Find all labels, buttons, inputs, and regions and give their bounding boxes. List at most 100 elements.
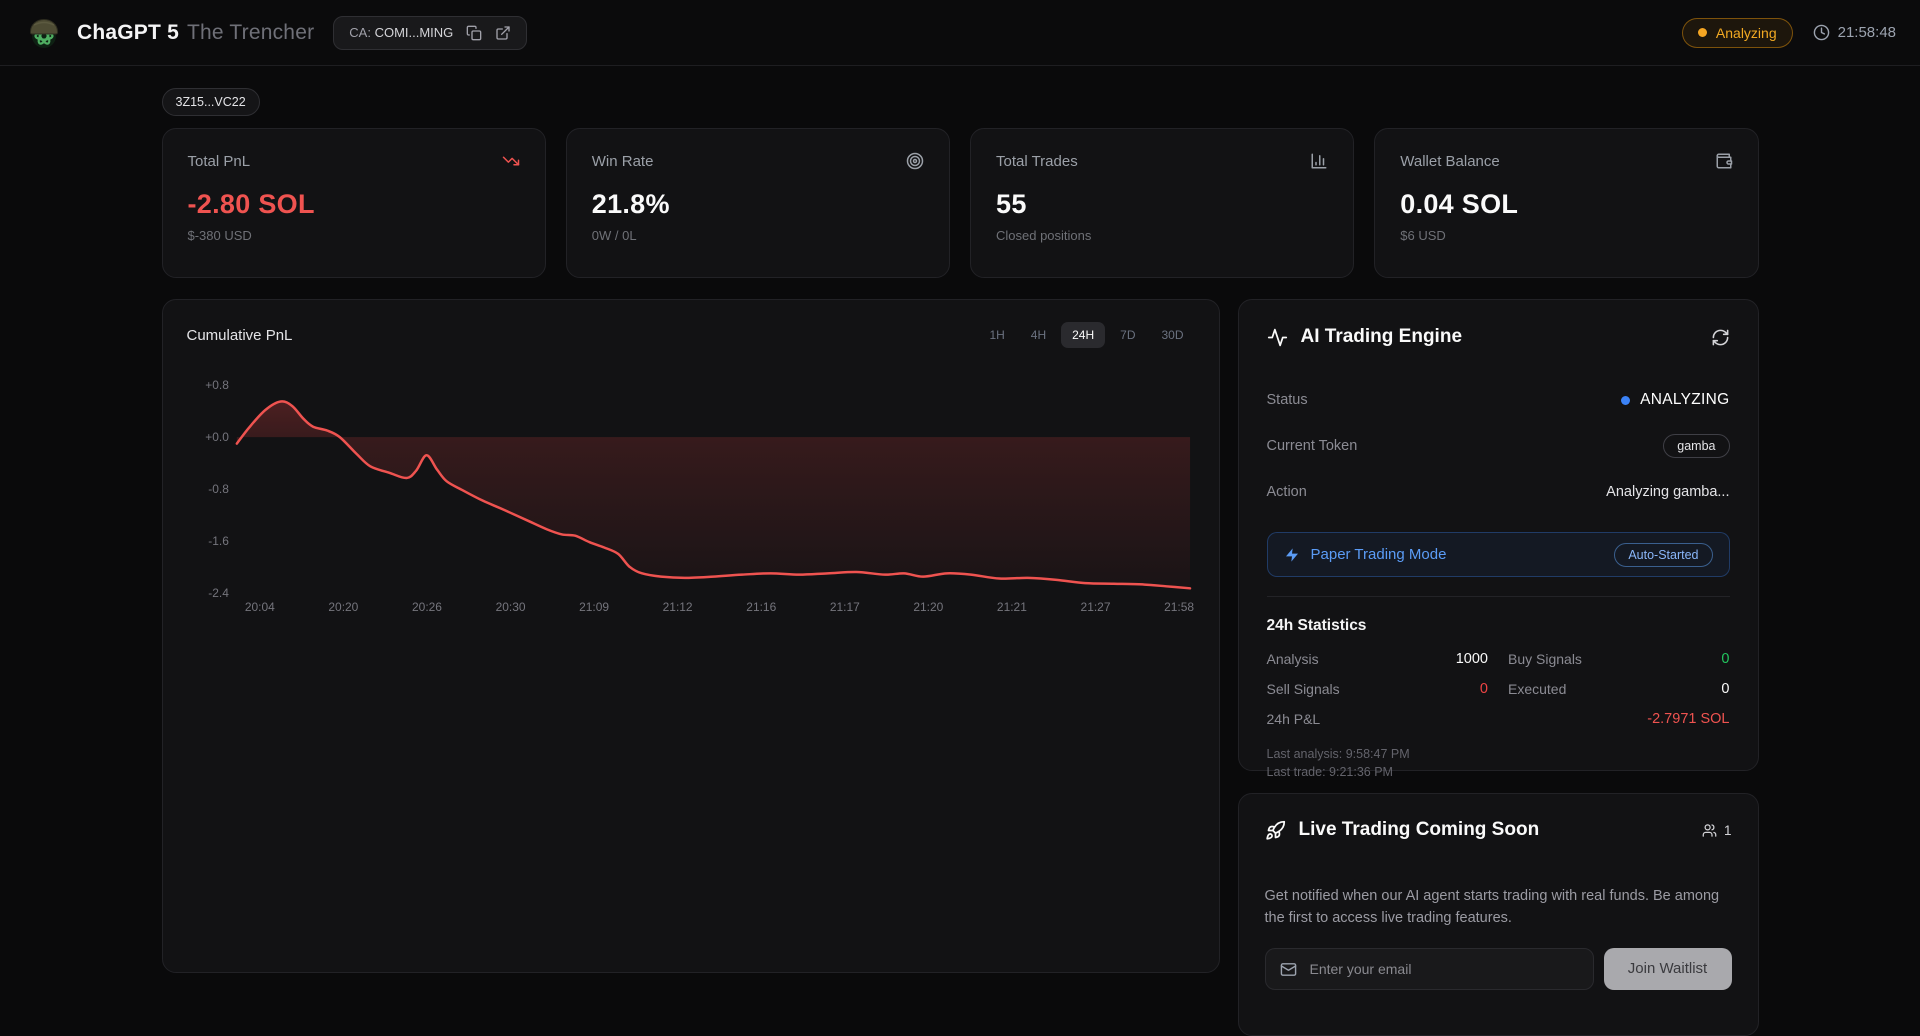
stat-buy-signals: Buy Signals 0 <box>1508 651 1730 667</box>
svg-text:20:04: 20:04 <box>244 600 274 614</box>
engine-action-value: Analyzing gamba... <box>1606 484 1730 500</box>
copy-icon[interactable] <box>466 25 482 41</box>
svg-text:20:20: 20:20 <box>328 600 358 614</box>
ca-value: COMI...MING <box>374 25 454 40</box>
live-trading-title: Live Trading Coming Soon <box>1298 819 1540 840</box>
stat-executed: Executed 0 <box>1508 681 1730 697</box>
clock-icon <box>1813 24 1830 41</box>
app-title: ChaGPT 5 The Trencher <box>77 20 315 44</box>
cumulative-pnl-panel: Cumulative PnL 1H 4H 24H 7D 30D <box>161 299 1220 973</box>
stats-grid: Total PnL -2.80 SOL $-380 USD Win Rate 2… <box>161 128 1759 278</box>
trending-down-icon <box>502 152 520 170</box>
row-label: Status <box>1266 392 1308 408</box>
current-time: 21:58:48 <box>1837 24 1896 41</box>
svg-text:+0.0: +0.0 <box>205 430 229 444</box>
svg-text:-1.6: -1.6 <box>208 534 229 548</box>
card-label: Win Rate <box>591 152 654 170</box>
card-subtext: $6 USD <box>1400 228 1446 243</box>
pnl-area-fill <box>236 401 1190 589</box>
engine-status-value: ANALYZING <box>1640 391 1730 408</box>
range-button-1h[interactable]: 1H <box>978 322 1015 348</box>
svg-text:20:26: 20:26 <box>412 600 442 614</box>
total-pnl-card: Total PnL -2.80 SOL $-380 USD <box>161 128 546 278</box>
win-rate-card: Win Rate 21.8% 0W / 0L <box>565 128 950 278</box>
stat-24h-pnl: 24h P&L -2.7971 SOL <box>1266 711 1730 727</box>
external-link-icon[interactable] <box>495 25 511 41</box>
waitlist-description: Get notified when our AI agent starts tr… <box>1264 888 1720 927</box>
last-analysis-text: Last analysis: 9:58:47 PM <box>1266 747 1410 761</box>
paper-trading-banner: Paper Trading Mode Auto-Started <box>1266 532 1730 577</box>
activity-icon <box>1267 327 1288 348</box>
total-trades-card: Total Trades 55 Closed positions <box>970 128 1355 278</box>
waitlist-count-value: 1 <box>1723 822 1732 838</box>
top-header: ChaGPT 5 The Trencher CA: COMI...MING Ana… <box>0 0 1920 66</box>
app-logo <box>26 15 62 51</box>
current-token-badge: gamba <box>1663 434 1730 458</box>
svg-text:21:12: 21:12 <box>662 600 692 614</box>
analyzing-dot <box>1621 395 1631 405</box>
svg-text:-0.8: -0.8 <box>208 482 229 496</box>
range-button-24h[interactable]: 24H <box>1061 322 1106 348</box>
row-label: Action <box>1266 484 1307 500</box>
card-value: 21.8% <box>591 189 670 219</box>
wallet-icon <box>1715 152 1733 170</box>
auto-started-badge: Auto-Started <box>1614 542 1713 567</box>
ai-trading-engine-panel: AI Trading Engine Status ANALYZING <box>1237 299 1759 779</box>
analyzing-status-badge: Analyzing <box>1681 17 1793 48</box>
app-subtitle: The Trencher <box>186 20 315 44</box>
refresh-icon[interactable] <box>1711 328 1730 347</box>
zap-icon <box>1284 547 1300 563</box>
svg-text:20:30: 20:30 <box>495 600 525 614</box>
target-icon <box>906 152 924 170</box>
contract-address-pill: CA: COMI...MING <box>333 15 528 50</box>
stats-24h-title: 24h Statistics <box>1266 617 1367 634</box>
svg-text:21:17: 21:17 <box>829 600 859 614</box>
status-label: Analyzing <box>1715 24 1777 41</box>
bar-chart-icon <box>1310 152 1328 170</box>
svg-text:-2.4: -2.4 <box>208 586 229 600</box>
users-icon <box>1702 823 1717 838</box>
svg-text:21:16: 21:16 <box>746 600 776 614</box>
row-label: Current Token <box>1266 438 1358 454</box>
card-subtext: $-380 USD <box>187 228 252 243</box>
join-waitlist-button[interactable]: Join Waitlist <box>1603 947 1732 990</box>
chart-title: Cumulative PnL <box>186 326 293 344</box>
card-subtext: Closed positions <box>996 228 1092 243</box>
mail-icon <box>1280 961 1297 978</box>
range-button-30d[interactable]: 30D <box>1150 322 1194 348</box>
rocket-icon <box>1265 820 1286 841</box>
svg-text:21:21: 21:21 <box>996 600 1026 614</box>
card-value: -2.80 SOL <box>187 189 315 219</box>
svg-text:21:58: 21:58 <box>1164 600 1194 614</box>
engine-title: AI Trading Engine <box>1300 326 1463 347</box>
waitlist-count: 1 <box>1702 823 1732 838</box>
divider <box>1266 596 1730 597</box>
card-label: Total PnL <box>187 152 251 170</box>
pnl-line <box>235 400 1191 590</box>
time-range-selector: 1H 4H 24H 7D 30D <box>978 322 1194 348</box>
token-address-badge[interactable]: 3Z15...VC22 <box>161 88 260 116</box>
paper-trading-label: Paper Trading Mode <box>1310 546 1447 563</box>
right-column: AI Trading Engine Status ANALYZING <box>1237 299 1759 1036</box>
stat-sell-signals: Sell Signals 0 <box>1266 681 1489 697</box>
engine-action-row: Action Analyzing gamba... <box>1267 482 1730 502</box>
stats-24h-grid: Analysis 1000 Buy Signals 0 Sell Signals… <box>1267 651 1730 727</box>
card-label: Wallet Balance <box>1400 152 1500 170</box>
cumulative-pnl-chart: +0.8 +0.0 -0.8 -1.6 -2.4 20:04 20:20 20:26 20:30… <box>205 378 1194 614</box>
email-input[interactable] <box>1264 947 1594 990</box>
status-dot <box>1697 28 1707 37</box>
card-label: Total Trades <box>996 152 1078 170</box>
clock: 21:58:48 <box>1813 24 1896 41</box>
svg-text:21:27: 21:27 <box>1080 600 1110 614</box>
svg-text:+0.8: +0.8 <box>205 378 229 392</box>
range-button-7d[interactable]: 7D <box>1109 322 1146 348</box>
wallet-balance-card: Wallet Balance 0.04 SOL $6 USD <box>1374 128 1759 278</box>
card-value: 0.04 SOL <box>1400 189 1519 219</box>
live-trading-panel: Live Trading Coming Soon 1 Get notified … <box>1237 793 1759 1036</box>
svg-text:21:20: 21:20 <box>913 600 943 614</box>
range-button-4h[interactable]: 4H <box>1020 322 1057 348</box>
engine-token-row: Current Token gamba <box>1267 434 1730 458</box>
stat-analysis: Analysis 1000 <box>1266 651 1489 667</box>
card-subtext: 0W / 0L <box>591 228 637 243</box>
ca-label: CA: <box>349 25 371 40</box>
